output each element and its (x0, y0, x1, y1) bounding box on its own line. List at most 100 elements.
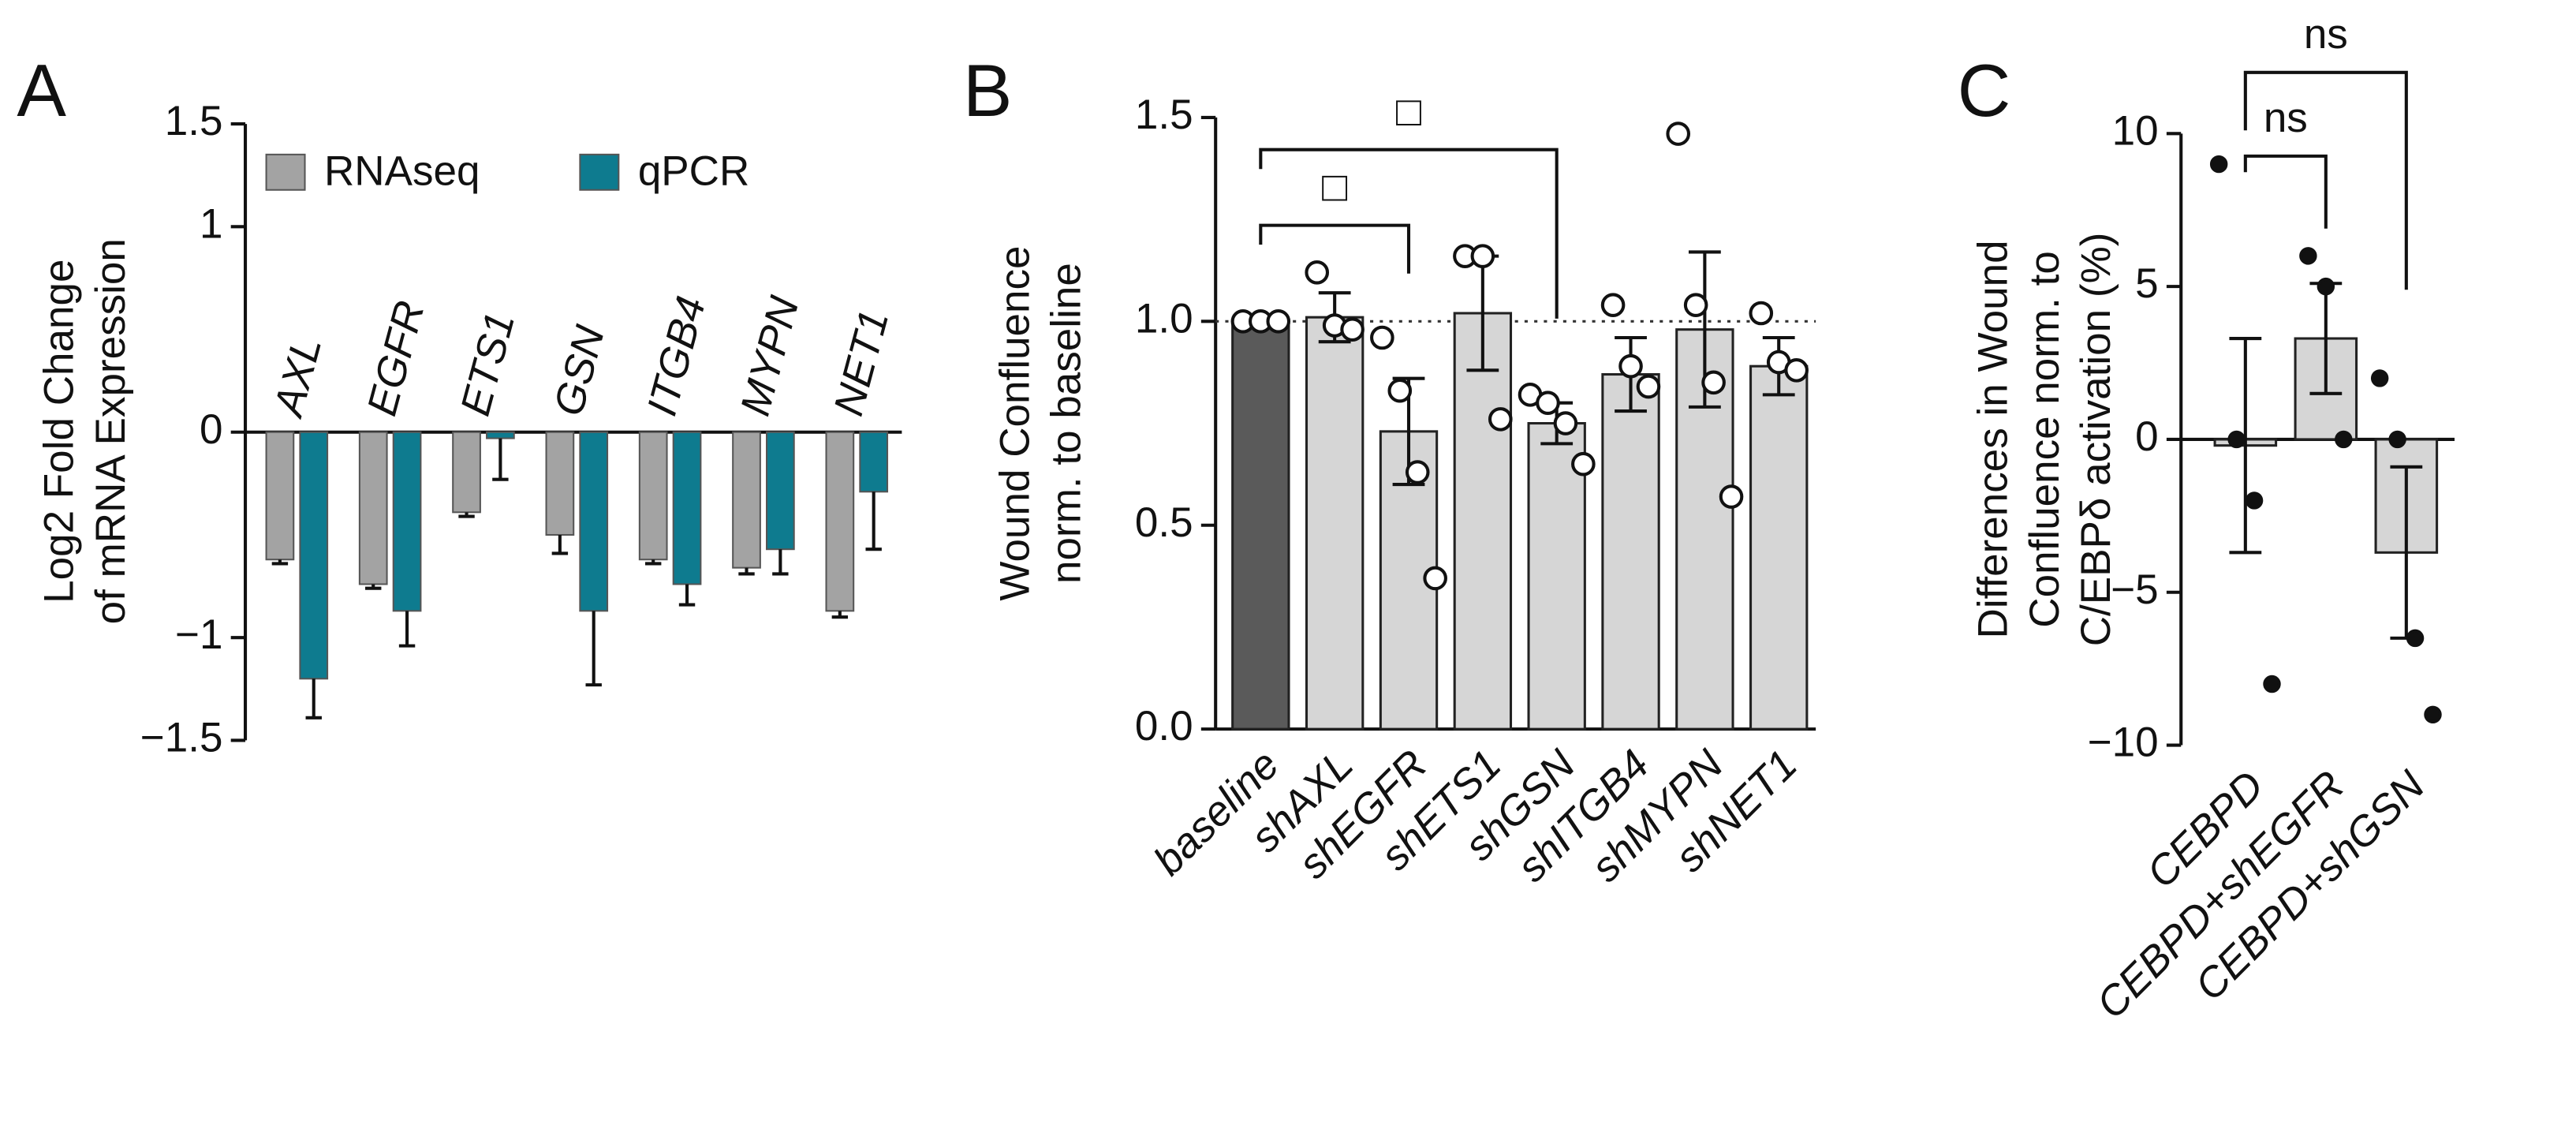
data-point (2245, 491, 2264, 510)
y-tick-label: 0.5 (1135, 499, 1193, 546)
legend-swatch (265, 153, 306, 191)
data-point (2370, 369, 2389, 387)
data-point (2317, 277, 2335, 296)
error-bar (458, 512, 475, 518)
y-tick-label: 1.0 (1135, 295, 1193, 342)
error-bar (551, 534, 569, 555)
data-point (2299, 247, 2317, 265)
y-axis-label: Confluence norm. to (2022, 251, 2068, 628)
y-tick-label: 0.0 (1135, 703, 1193, 749)
bar (1601, 372, 1660, 731)
y-axis-label: norm. to baseline (1043, 263, 1090, 584)
x-tick-label: ETS1 (452, 308, 524, 420)
bar (358, 431, 388, 585)
data-point (1370, 325, 1394, 350)
y-tick-label: 5 (2135, 260, 2158, 307)
data-point (1405, 460, 1430, 484)
data-point (1600, 293, 1626, 317)
data-point (1470, 244, 1495, 268)
data-point (1340, 317, 1365, 342)
bar (825, 431, 855, 612)
y-axis-label: C/EBPδ activation (%) (2073, 233, 2119, 647)
y-tick-label: 0 (200, 406, 223, 453)
data-point (1719, 484, 1744, 509)
data-point (1784, 358, 1809, 383)
bar (299, 431, 329, 680)
significance-label: □ (1322, 164, 1347, 211)
data-point (2227, 430, 2246, 449)
data-point (2424, 705, 2442, 724)
x-tick-label: ITGB4 (639, 292, 715, 420)
bar (672, 431, 702, 585)
data-point (1618, 353, 1643, 379)
data-point (1571, 451, 1596, 477)
bar (1527, 422, 1586, 731)
data-point (2388, 430, 2406, 449)
significance-bracket (1259, 223, 1411, 274)
significance-bracket (2243, 154, 2328, 229)
error-bar (2229, 336, 2262, 555)
data-point (1666, 121, 1691, 146)
y-axis-label: Wound Confluence (991, 245, 1038, 600)
bar (766, 431, 795, 551)
bar (452, 431, 481, 514)
error-bar (365, 584, 382, 590)
y-axis-label: Log2 Fold Change (35, 260, 82, 604)
legend-swatch (579, 153, 620, 191)
bar (545, 431, 575, 536)
significance-bracket (2243, 70, 2408, 290)
panel-letter: A (17, 49, 66, 132)
significance-label: ns (2264, 95, 2308, 141)
legend-label: qPCR (638, 148, 749, 194)
data-point (1749, 301, 1774, 326)
bar (1749, 364, 1809, 731)
error-bar (865, 491, 882, 551)
legend-label: RNAseq (324, 148, 480, 194)
significance-label: ns (2304, 11, 2348, 58)
error-bar (305, 678, 322, 719)
panel-letter: B (963, 49, 1013, 132)
panel-letter: C (1958, 49, 2011, 132)
x-tick-label: AXL (265, 332, 331, 423)
y-tick-label: 1.5 (1135, 92, 1193, 138)
bar (1231, 320, 1290, 731)
y-tick-label: −10 (2088, 719, 2159, 766)
error-bar (271, 559, 289, 566)
data-point (1553, 411, 1578, 435)
y-tick-label: 10 (2112, 107, 2159, 154)
data-point (2335, 430, 2353, 449)
significance-bracket (1259, 148, 1559, 319)
bar (265, 431, 295, 561)
data-point (1683, 293, 1708, 317)
data-point (1636, 374, 1661, 399)
y-axis-label: of mRNA Expression (88, 238, 134, 624)
y-tick-label: 1 (200, 200, 223, 247)
data-point (1701, 370, 1726, 395)
data-point (1423, 566, 1447, 591)
bar (859, 431, 889, 493)
y-tick-label: 1.5 (165, 98, 223, 144)
bar (638, 431, 668, 561)
y-tick-label: −5 (2111, 566, 2158, 613)
bar (392, 431, 422, 612)
error-bar (738, 567, 755, 576)
y-axis-label: Differences in Wound (1970, 240, 2017, 638)
x-tick-label: MYPN (732, 291, 808, 420)
bar (1453, 312, 1513, 731)
bar (486, 431, 515, 439)
significance-label: □ (1396, 88, 1421, 135)
error-bar (585, 611, 602, 687)
y-tick-label: 0 (2135, 413, 2158, 460)
data-point (2209, 155, 2228, 174)
error-bar (678, 584, 696, 607)
y-tick-label: −1.5 (140, 714, 223, 761)
data-point (1266, 309, 1291, 334)
data-point (1536, 391, 1560, 415)
error-bar (398, 611, 416, 648)
error-bar (831, 611, 849, 619)
data-point (1488, 407, 1513, 432)
bar (1305, 316, 1365, 731)
data-point (2263, 675, 2281, 693)
data-point (1305, 260, 1330, 285)
